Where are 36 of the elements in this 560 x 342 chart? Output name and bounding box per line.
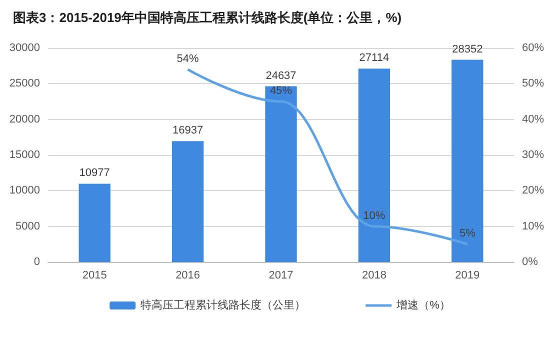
bar <box>78 184 110 262</box>
data-label: 27114 <box>359 52 390 64</box>
y2-tick-label: 10% <box>522 220 544 232</box>
x-tick-label: 2017 <box>268 270 294 282</box>
y-tick-label: 30000 <box>9 42 40 54</box>
y2-tick-label: 30% <box>522 149 544 161</box>
data-label: 45% <box>270 85 292 97</box>
data-label: 28352 <box>452 43 483 56</box>
data-label: 16937 <box>172 124 204 137</box>
legend-label: 特高压工程累计线路长度（公里） <box>140 298 306 312</box>
data-label: 54% <box>176 52 200 65</box>
bar <box>452 60 484 262</box>
x-tick-label: 2018 <box>362 270 386 282</box>
y2-tick-label: 20% <box>522 184 544 197</box>
y2-tick-label: 60% <box>522 42 544 54</box>
data-label: 5% <box>459 228 476 240</box>
y-tick-label: 5000 <box>16 220 40 232</box>
legend-label: 增速（%） <box>396 298 450 312</box>
data-label: 24637 <box>266 70 296 82</box>
x-tick-label: 2015 <box>82 270 107 282</box>
y-tick-label: 15000 <box>9 149 40 161</box>
y-tick-label: 10000 <box>9 184 40 197</box>
y2-tick-label: 50% <box>522 78 544 90</box>
x-tick-label: 2019 <box>455 270 480 282</box>
x-tick-label: 2016 <box>176 270 200 282</box>
data-label: 10977 <box>79 167 110 180</box>
bar <box>358 68 390 262</box>
chart-title: 图表3：2015-2019年中国特高压工程累计线路长度(单位：公里，%) <box>13 10 402 25</box>
y-tick-label: 20000 <box>9 113 40 126</box>
data-label: 10% <box>363 210 386 222</box>
y2-tick-label: 0% <box>522 256 538 268</box>
bar <box>265 86 297 262</box>
y-tick-label: 0 <box>34 256 40 268</box>
y-tick-label: 25000 <box>9 78 40 90</box>
bar <box>172 141 204 262</box>
y2-tick-label: 40% <box>522 113 544 126</box>
